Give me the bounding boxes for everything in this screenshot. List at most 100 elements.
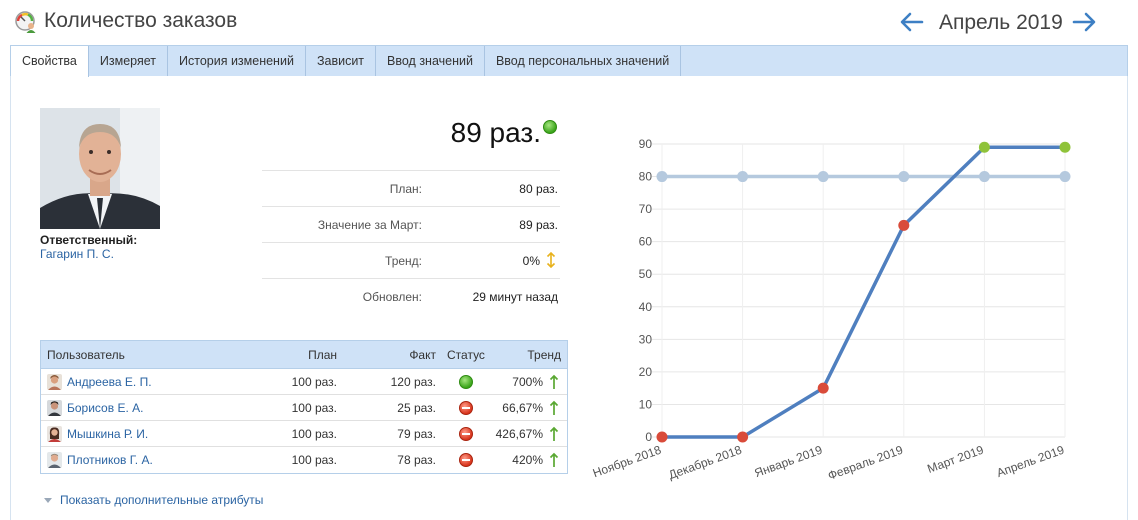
column-user[interactable]: Пользователь (47, 348, 125, 362)
users-table-header: Пользователь План Факт Статус Тренд (41, 341, 567, 369)
y-tick-label: 10 (639, 397, 653, 411)
info-list: План: 80 раз. Значение за Март: 89 раз. … (262, 170, 560, 314)
data-point (898, 171, 910, 183)
info-row-value-march: Значение за Март: 89 раз. (262, 206, 560, 242)
x-tick-label: Февраль 2019 (826, 443, 905, 483)
user-name-link[interactable]: Мышкина Р. И. (67, 427, 149, 441)
data-point (898, 219, 910, 231)
info-value: 80 раз. (519, 182, 558, 196)
data-point (978, 141, 990, 153)
info-value: 89 раз. (519, 218, 558, 232)
info-value: 29 минут назад (472, 290, 558, 304)
y-tick-label: 70 (639, 202, 653, 216)
user-name-link[interactable]: Борисов Е. А. (67, 401, 144, 415)
y-tick-label: 60 (639, 235, 653, 249)
show-more-attributes-label: Показать дополнительные атрибуты (60, 493, 264, 507)
info-value: 0% (522, 254, 540, 268)
table-row: Плотников Г. А. 100 раз. 78 раз. 420% (41, 447, 567, 473)
line-chart: 0 10 20 30 40 50 60 70 80 90 Ноябрь 2018 Декабрь 20… (591, 137, 1071, 483)
caret-down-icon (44, 498, 52, 504)
user-name-link[interactable]: Плотников Г. А. (67, 453, 153, 467)
next-period-arrow-icon[interactable] (1070, 10, 1098, 34)
user-plan: 100 раз. (291, 401, 337, 415)
previous-period-arrow-icon[interactable] (898, 10, 926, 34)
table-row: Мышкина Р. И. 100 раз. 79 раз. 426,67% (41, 421, 567, 447)
user-trend: 420% (512, 453, 543, 467)
responsible-label: Ответственный: (40, 233, 138, 247)
trend-up-arrow-icon (549, 374, 559, 389)
avatar (47, 400, 62, 416)
data-point (737, 171, 749, 183)
data-point (817, 382, 829, 394)
y-tick-label: 90 (639, 137, 653, 151)
status-red-icon (459, 401, 473, 415)
user-trend: 426,67% (495, 427, 543, 441)
y-tick-label: 50 (639, 267, 653, 281)
y-tick-label: 20 (639, 365, 653, 379)
tab-properties[interactable]: Свойства (11, 46, 89, 77)
info-label: План: (389, 182, 422, 196)
user-trend: 66,67% (502, 401, 543, 415)
trend-up-arrow-icon (549, 452, 559, 467)
user-plan: 100 раз. (291, 427, 337, 441)
page-title: Количество заказов (44, 9, 238, 32)
tab-measures[interactable]: Измеряет (89, 46, 168, 76)
x-tick-label: Март 2019 (925, 443, 985, 476)
current-period: Апрель 2019 (939, 11, 1063, 34)
data-point (817, 171, 829, 183)
x-tick-label: Ноябрь 2018 (591, 443, 663, 481)
tab-bar: Свойства Измеряет История изменений Зави… (10, 45, 1128, 77)
column-status[interactable]: Статус (447, 348, 485, 362)
responsible-photo (40, 108, 160, 229)
trend-up-arrow-icon (549, 426, 559, 441)
user-fact: 25 раз. (397, 401, 436, 415)
y-tick-label: 0 (645, 430, 652, 444)
info-row-plan: План: 80 раз. (262, 170, 560, 206)
info-label: Значение за Март: (317, 218, 422, 232)
x-tick-label: Декабрь 2018 (667, 443, 744, 483)
series-line (662, 145, 1065, 439)
info-label: Обновлен: (362, 290, 422, 304)
tab-personal-value-input[interactable]: Ввод персональных значений (485, 46, 682, 76)
table-row: Борисов Е. А. 100 раз. 25 раз. 66,67% (41, 395, 567, 421)
users-table: Пользователь План Факт Статус Тренд Андр… (40, 340, 568, 474)
trend-up-arrow-icon (549, 400, 559, 415)
avatar (47, 426, 62, 442)
column-plan[interactable]: План (308, 348, 337, 362)
table-row: Андреева Е. П. 100 раз. 120 раз. 700% (41, 369, 567, 395)
status-indicator-icon (543, 120, 557, 134)
tab-content (10, 76, 1128, 520)
data-point (1059, 171, 1071, 183)
user-fact: 79 раз. (397, 427, 436, 441)
column-fact[interactable]: Факт (409, 348, 436, 362)
tab-change-history[interactable]: История изменений (168, 46, 306, 76)
show-more-attributes-link[interactable]: Показать дополнительные атрибуты (44, 493, 263, 507)
user-fact: 78 раз. (397, 453, 436, 467)
up-down-arrow-icon (546, 252, 556, 268)
responsible-name-link[interactable]: Гагарин П. С. (40, 247, 114, 261)
user-trend: 700% (512, 375, 543, 389)
user-fact: 120 раз. (390, 375, 436, 389)
user-plan: 100 раз. (291, 375, 337, 389)
info-row-trend: Тренд: 0% (262, 242, 560, 278)
avatar (47, 374, 62, 390)
tab-depends[interactable]: Зависит (306, 46, 377, 76)
column-trend[interactable]: Тренд (527, 348, 561, 362)
avatar (47, 452, 62, 468)
current-value: 89 раз. (450, 117, 541, 148)
data-point (656, 171, 668, 183)
data-point (978, 171, 990, 183)
status-red-icon (459, 453, 473, 467)
tab-value-input[interactable]: Ввод значений (376, 46, 485, 76)
gauge-user-icon (15, 11, 36, 33)
y-tick-label: 30 (639, 332, 653, 346)
y-tick-label: 80 (639, 170, 653, 184)
status-red-icon (459, 427, 473, 441)
x-tick-label: Апрель 2019 (995, 443, 1067, 480)
data-point (737, 431, 749, 443)
user-name-link[interactable]: Андреева Е. П. (67, 375, 152, 389)
info-label: Тренд: (385, 254, 422, 268)
data-point (1059, 141, 1071, 153)
page-header: Количество заказов Апрель 2019 (0, 0, 1138, 44)
x-tick-label: Январь 2019 (753, 443, 825, 481)
